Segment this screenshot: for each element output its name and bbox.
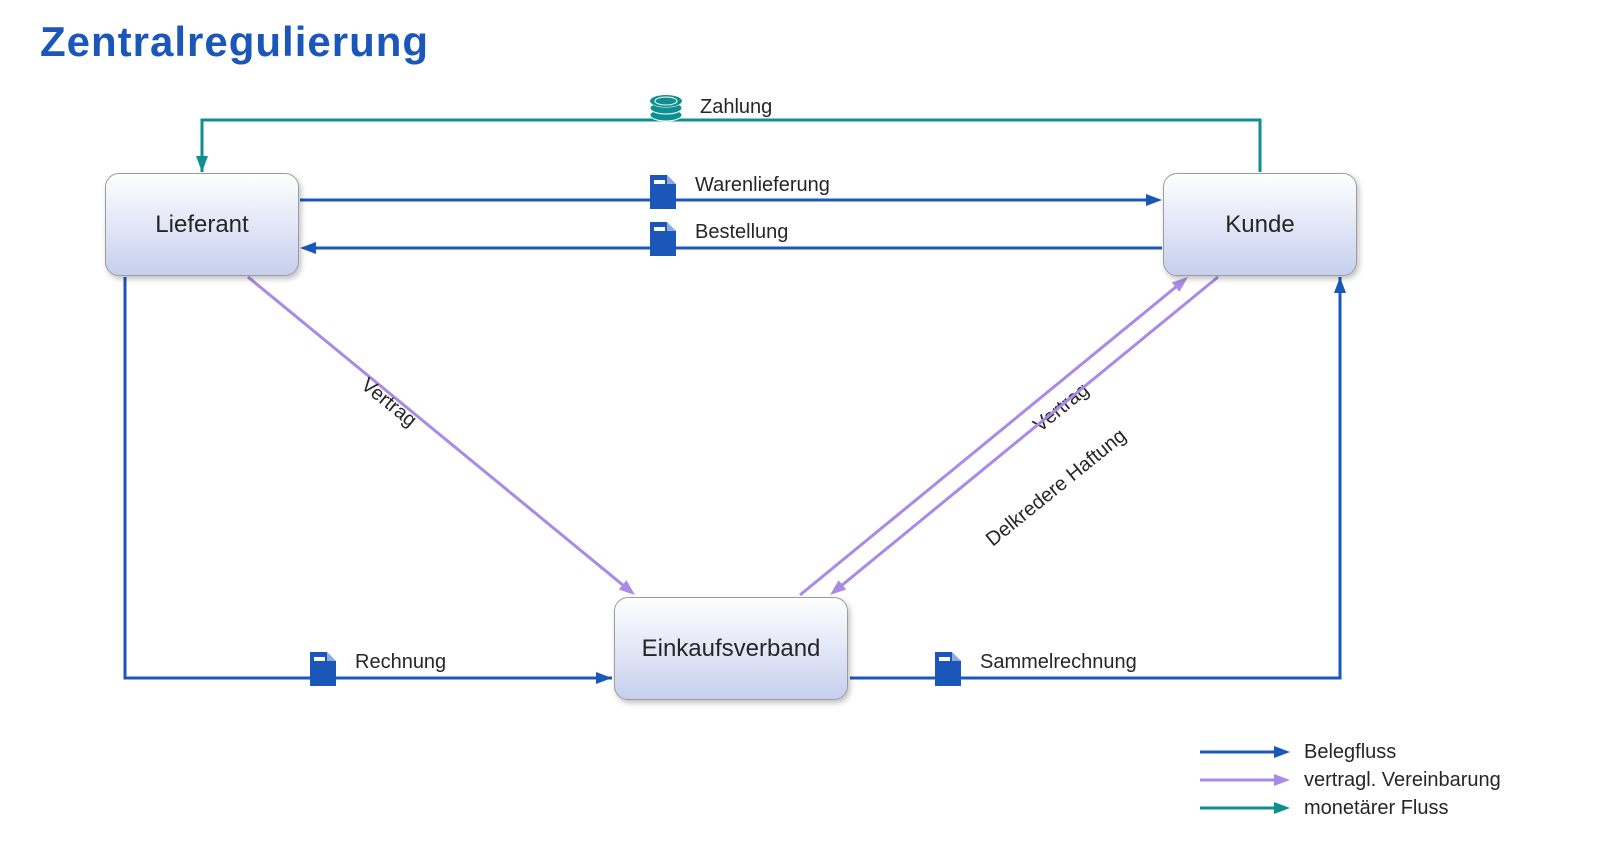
node-kunde: Kunde	[1163, 173, 1357, 276]
edge-label: Zahlung	[700, 96, 772, 118]
legend-row: monetärer Fluss	[1200, 794, 1501, 822]
edge-label: Sammelrechnung	[980, 651, 1137, 673]
legend-label: monetärer Fluss	[1304, 797, 1449, 820]
node-label-lieferant: Lieferant	[155, 211, 248, 239]
edge-label: Vertrag	[1029, 379, 1093, 437]
legend: Belegfluss vertragl. Vereinbarung monetäre…	[1200, 738, 1501, 822]
edge-label: Delkredere Haftung	[982, 425, 1131, 551]
legend-arrow-icon	[1200, 770, 1290, 790]
edge-label: Vertrag	[357, 374, 421, 432]
edge-label: Rechnung	[355, 651, 446, 673]
diagram-svg: Warenlieferung Bestellung Zahlung Rechnung S…	[0, 0, 1600, 858]
legend-row: Belegfluss	[1200, 738, 1501, 766]
legend-arrow-icon	[1200, 742, 1290, 762]
legend-arrow-icon	[1200, 798, 1290, 818]
legend-label: vertragl. Vereinbarung	[1304, 769, 1501, 792]
page-title: Zentralregulierung	[40, 18, 429, 66]
edge-label: Warenlieferung	[695, 174, 830, 196]
edge-label: Bestellung	[695, 221, 788, 243]
legend-label: Belegfluss	[1304, 741, 1396, 764]
node-verband: Einkaufsverband	[614, 597, 848, 700]
legend-row: vertragl. Vereinbarung	[1200, 766, 1501, 794]
node-label-verband: Einkaufsverband	[642, 635, 821, 663]
node-label-kunde: Kunde	[1225, 211, 1294, 239]
node-lieferant: Lieferant	[105, 173, 299, 276]
